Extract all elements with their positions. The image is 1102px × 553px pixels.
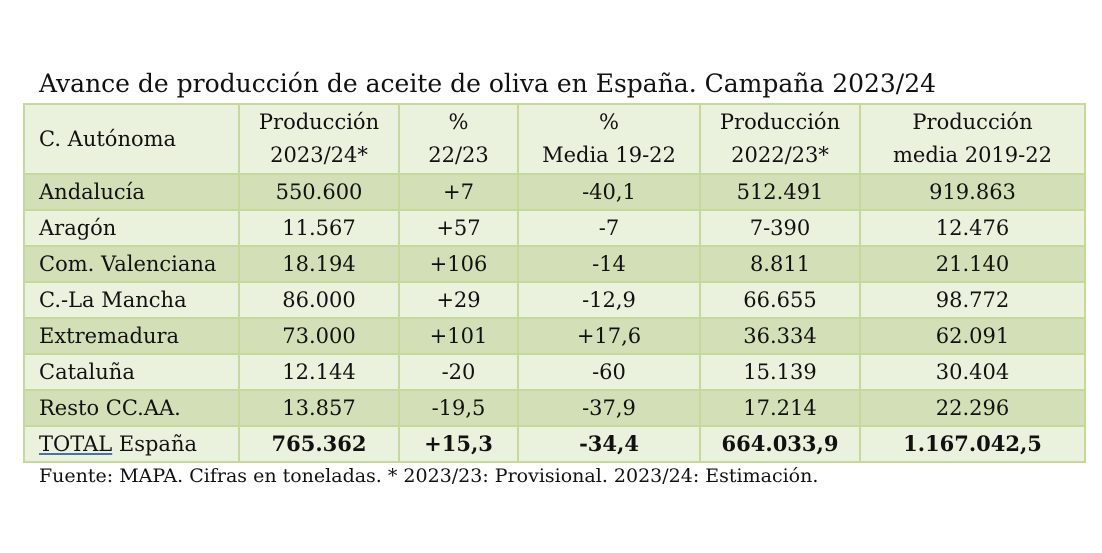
cell-region: Andalucía xyxy=(23,173,240,211)
cell-pct-media: -12,9 xyxy=(517,281,701,319)
cell-media-1922: 30.404 xyxy=(859,353,1086,391)
cell-pct-2223: +106 xyxy=(398,245,519,283)
cell-prod-2324: 11.567 xyxy=(238,209,400,247)
cell-region: Aragón xyxy=(23,209,240,247)
source-footnote: Fuente: MAPA. Cifras en toneladas. * 202… xyxy=(39,465,819,487)
cell-prod-2223: 17.214 xyxy=(699,389,861,427)
cell-pct-media: -37,9 xyxy=(517,389,701,427)
cell-total-prod-2324: 765.362 xyxy=(238,425,400,463)
cell-prod-2223: 8.811 xyxy=(699,245,861,283)
cell-region: Resto CC.AA. xyxy=(23,389,240,427)
cell-media-1922: 919.863 xyxy=(859,173,1086,211)
cell-pct-media: +17,6 xyxy=(517,317,701,355)
table-row: Com. Valenciana 18.194 +106 -14 8.811 21… xyxy=(23,245,1086,283)
header-region: C. Autónoma xyxy=(23,103,240,175)
cell-prod-2324: 13.857 xyxy=(238,389,400,427)
table-row: Aragón 11.567 +57 -7 7-390 12.476 xyxy=(23,209,1086,247)
header-prod-2223: Producción 2022/23* xyxy=(699,103,861,175)
table-row: C.-La Mancha 86.000 +29 -12,9 66.655 98.… xyxy=(23,281,1086,319)
cell-prod-2324: 86.000 xyxy=(238,281,400,319)
table-row: Resto CC.AA. 13.857 -19,5 -37,9 17.214 2… xyxy=(23,389,1086,427)
cell-prod-2223: 512.491 xyxy=(699,173,861,211)
cell-pct-media: -60 xyxy=(517,353,701,391)
cell-prod-2223: 36.334 xyxy=(699,317,861,355)
cell-prod-2324: 550.600 xyxy=(238,173,400,211)
cell-prod-2223: 15.139 xyxy=(699,353,861,391)
cell-region: Cataluña xyxy=(23,353,240,391)
cell-pct-2223: +29 xyxy=(398,281,519,319)
cell-prod-2223: 66.655 xyxy=(699,281,861,319)
cell-pct-media: -40,1 xyxy=(517,173,701,211)
cell-total-media-1922: 1.167.042,5 xyxy=(859,425,1086,463)
cell-prod-2324: 12.144 xyxy=(238,353,400,391)
total-word: TOTAL xyxy=(39,432,113,456)
cell-total-prod-2223: 664.033,9 xyxy=(699,425,861,463)
cell-prod-2324: 73.000 xyxy=(238,317,400,355)
cell-total-pct-2223: +15,3 xyxy=(398,425,519,463)
table-row: Andalucía 550.600 +7 -40,1 512.491 919.8… xyxy=(23,173,1086,211)
header-media-1922: Producción media 2019-22 xyxy=(859,103,1086,175)
cell-region: Com. Valenciana xyxy=(23,245,240,283)
cell-region: C.-La Mancha xyxy=(23,281,240,319)
table-title: Avance de producción de aceite de oliva … xyxy=(39,69,937,98)
header-prod-2324: Producción 2023/24* xyxy=(238,103,400,175)
cell-media-1922: 22.296 xyxy=(859,389,1086,427)
cell-pct-2223: +7 xyxy=(398,173,519,211)
production-table: C. Autónoma Producción 2023/24* % 22/23 % M… xyxy=(23,103,1086,463)
total-row: TOTAL España 765.362 +15,3 -34,4 664.033… xyxy=(23,425,1086,463)
table-row: Cataluña 12.144 -20 -60 15.139 30.404 xyxy=(23,353,1086,391)
cell-media-1922: 12.476 xyxy=(859,209,1086,247)
cell-pct-2223: +57 xyxy=(398,209,519,247)
cell-pct-2223: +101 xyxy=(398,317,519,355)
cell-pct-media: -7 xyxy=(517,209,701,247)
cell-pct-2223: -20 xyxy=(398,353,519,391)
cell-pct-media: -14 xyxy=(517,245,701,283)
cell-pct-2223: -19,5 xyxy=(398,389,519,427)
cell-total-pct-media: -34,4 xyxy=(517,425,701,463)
cell-media-1922: 62.091 xyxy=(859,317,1086,355)
cell-media-1922: 98.772 xyxy=(859,281,1086,319)
cell-media-1922: 21.140 xyxy=(859,245,1086,283)
cell-prod-2223: 7-390 xyxy=(699,209,861,247)
total-label-rest: España xyxy=(112,432,197,456)
header-row: C. Autónoma Producción 2023/24* % 22/23 % M… xyxy=(23,103,1086,175)
cell-total-label: TOTAL España xyxy=(23,425,240,463)
production-table-figure: Avance de producción de aceite de oliva … xyxy=(23,66,1086,487)
header-pct-2223: % 22/23 xyxy=(398,103,519,175)
table-row: Extremadura 73.000 +101 +17,6 36.334 62.… xyxy=(23,317,1086,355)
cell-region: Extremadura xyxy=(23,317,240,355)
cell-prod-2324: 18.194 xyxy=(238,245,400,283)
header-pct-media: % Media 19-22 xyxy=(517,103,701,175)
